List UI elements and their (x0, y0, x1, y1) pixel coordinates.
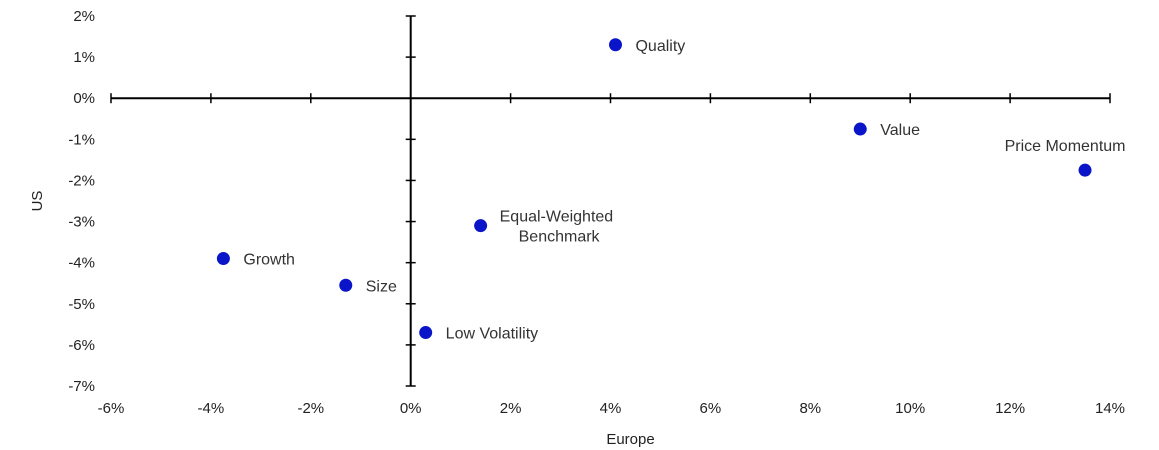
x-tick-label: 2% (500, 400, 522, 417)
data-point: Equal-Weighted Benchmark (474, 209, 613, 246)
point-marker (608, 38, 622, 52)
point-marker (1078, 163, 1092, 177)
y-tick-label: -7% (68, 378, 95, 395)
point-label: Quality (635, 38, 685, 55)
x-tick-label: 4% (600, 400, 622, 417)
y-tick-label: -5% (68, 296, 95, 313)
y-tick-label: -2% (68, 172, 95, 189)
point-marker (216, 252, 230, 266)
x-tick-label: 6% (700, 400, 722, 417)
x-axis: -6% -4% -2% 0% 2% 4% 6% 8% 10% 12% 14% (98, 93, 1125, 417)
x-tick-label: 8% (799, 400, 821, 417)
point-label: Value (880, 122, 920, 139)
point-marker (339, 278, 353, 292)
x-tick-label: -6% (98, 400, 125, 417)
point-label: Size (366, 278, 397, 295)
y-tick-label: -4% (68, 255, 95, 272)
x-tick-label: 0% (400, 400, 422, 417)
data-point: Size (339, 278, 397, 295)
y-axis-title: US (29, 191, 46, 212)
data-point: Low Volatility (419, 326, 538, 343)
y-tick-label: 1% (73, 49, 95, 66)
point-label: Equal-Weighted (500, 209, 614, 226)
y-tick-label: 0% (73, 90, 95, 107)
point-label: Price Momentum (1005, 138, 1126, 155)
point-marker (474, 219, 488, 233)
y-tick-label: 2% (73, 8, 95, 25)
x-tick-label: 14% (1095, 400, 1125, 417)
point-label: Benchmark (519, 229, 601, 246)
data-point: Value (853, 122, 920, 139)
data-point: Growth (216, 252, 295, 269)
point-label: Growth (243, 252, 295, 269)
y-tick-label: -3% (68, 214, 95, 231)
y-tick-label: -6% (68, 337, 95, 354)
x-tick-label: 12% (995, 400, 1025, 417)
x-tick-label: 10% (895, 400, 925, 417)
x-axis-title: Europe (606, 431, 654, 448)
data-point: Quality (608, 38, 685, 55)
data-point: Price Momentum (1005, 138, 1126, 177)
point-label: Low Volatility (446, 326, 539, 343)
data-points: Quality Value Price Momentum Equal-Weighted… (216, 38, 1126, 343)
point-marker (419, 326, 433, 340)
x-tick-label: -2% (297, 400, 324, 417)
y-tick-label: -1% (68, 131, 95, 148)
x-tick-label: -4% (198, 400, 225, 417)
point-marker (853, 122, 867, 136)
y-axis: 2% 1% 0% -1% -2% -3% -4% -5% -6% -7% (68, 8, 416, 395)
